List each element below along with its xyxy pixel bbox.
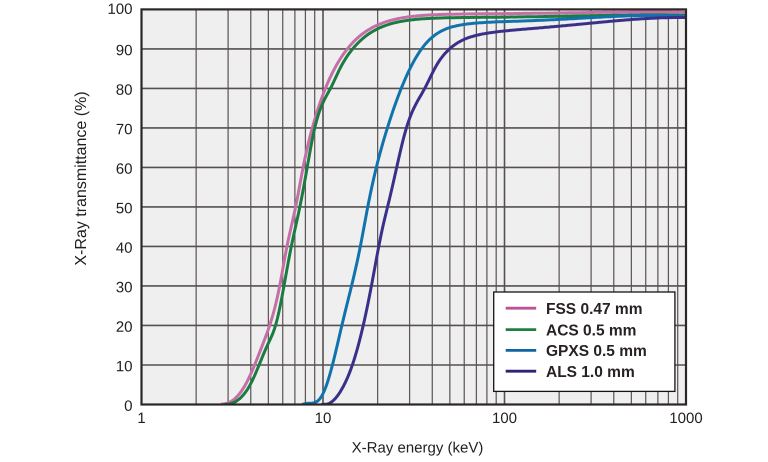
- svg-text:ACS 0.5 mm: ACS 0.5 mm: [546, 322, 636, 339]
- svg-text:ALS 1.0 mm: ALS 1.0 mm: [546, 364, 635, 381]
- svg-text:GPXS 0.5 mm: GPXS 0.5 mm: [546, 343, 647, 360]
- svg-text:FSS 0.47 mm: FSS 0.47 mm: [546, 301, 643, 318]
